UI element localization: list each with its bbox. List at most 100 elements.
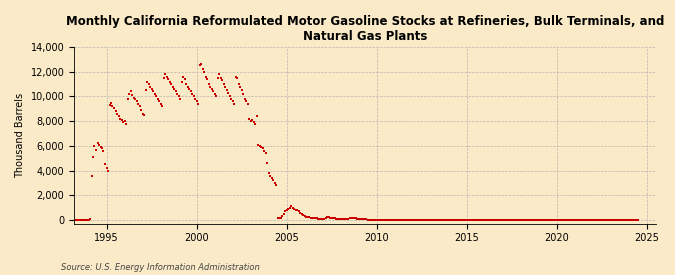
Point xyxy=(385,218,396,222)
Point xyxy=(575,218,586,222)
Point xyxy=(349,216,360,220)
Point xyxy=(446,218,457,222)
Point xyxy=(535,218,545,222)
Point xyxy=(597,218,608,222)
Point xyxy=(155,102,166,106)
Point xyxy=(515,218,526,222)
Point xyxy=(391,218,402,222)
Point xyxy=(298,213,308,217)
Point xyxy=(559,218,570,222)
Point xyxy=(281,208,292,212)
Point xyxy=(397,218,408,222)
Point xyxy=(414,218,425,222)
Point xyxy=(524,218,535,222)
Point xyxy=(353,217,364,221)
Point xyxy=(284,205,295,210)
Point xyxy=(178,75,188,79)
Point xyxy=(433,218,443,222)
Point xyxy=(547,218,558,222)
Point xyxy=(631,218,642,222)
Point xyxy=(362,217,373,222)
Point xyxy=(461,218,472,222)
Point xyxy=(601,218,612,222)
Point xyxy=(475,218,485,222)
Point xyxy=(401,218,412,222)
Point xyxy=(182,84,193,89)
Point xyxy=(170,89,181,94)
Point xyxy=(290,207,301,212)
Point xyxy=(488,218,499,222)
Point xyxy=(618,218,628,222)
Point xyxy=(116,118,127,122)
Point xyxy=(440,218,451,222)
Point xyxy=(286,204,296,209)
Point xyxy=(208,89,219,94)
Point xyxy=(187,92,198,96)
Title: Monthly California Reformulated Motor Gasoline Stocks at Refineries, Bulk Termin: Monthly California Reformulated Motor Ga… xyxy=(65,15,664,43)
Point xyxy=(299,214,310,219)
Point xyxy=(232,76,242,80)
Point xyxy=(481,218,491,222)
Point xyxy=(593,218,604,222)
Point xyxy=(377,218,388,222)
Point xyxy=(624,218,635,222)
Point xyxy=(473,218,484,222)
Point xyxy=(74,218,85,222)
Point xyxy=(167,84,178,89)
Point xyxy=(164,79,175,84)
Point xyxy=(484,218,495,222)
Point xyxy=(452,218,463,222)
Point xyxy=(140,88,151,92)
Point xyxy=(158,76,169,80)
Point xyxy=(583,218,593,222)
Point xyxy=(458,218,469,222)
Point xyxy=(526,218,537,222)
Point xyxy=(331,216,342,221)
Point xyxy=(154,99,165,104)
Point xyxy=(445,218,456,222)
Point xyxy=(160,72,171,76)
Point xyxy=(173,94,184,99)
Point xyxy=(143,82,154,86)
Point xyxy=(335,217,346,221)
Point xyxy=(83,218,94,222)
Point xyxy=(212,76,223,80)
Point xyxy=(543,218,554,222)
Point xyxy=(350,216,361,221)
Point xyxy=(310,216,321,221)
Point xyxy=(149,92,160,96)
Point xyxy=(88,155,99,159)
Point xyxy=(306,216,317,220)
Point xyxy=(251,114,262,119)
Point xyxy=(564,218,574,222)
Point xyxy=(245,119,256,123)
Point xyxy=(629,218,640,222)
Point xyxy=(577,218,588,222)
Point xyxy=(343,216,354,221)
Point xyxy=(514,218,524,222)
Point xyxy=(262,161,273,165)
Point xyxy=(229,102,240,106)
Point xyxy=(412,218,423,222)
Point xyxy=(341,217,352,221)
Point xyxy=(467,218,478,222)
Point xyxy=(443,218,454,222)
Point xyxy=(211,94,221,99)
Point xyxy=(127,93,138,97)
Point xyxy=(460,218,470,222)
Point xyxy=(161,75,172,79)
Point xyxy=(136,108,146,112)
Point xyxy=(439,218,450,222)
Point xyxy=(487,218,497,222)
Point xyxy=(379,218,389,222)
Point xyxy=(296,212,307,216)
Point xyxy=(319,217,329,221)
Point xyxy=(224,94,235,99)
Point xyxy=(538,218,549,222)
Point xyxy=(329,216,340,221)
Point xyxy=(410,218,421,222)
Point xyxy=(395,218,406,222)
Point xyxy=(595,218,605,222)
Point xyxy=(131,99,142,104)
Point xyxy=(85,217,96,222)
